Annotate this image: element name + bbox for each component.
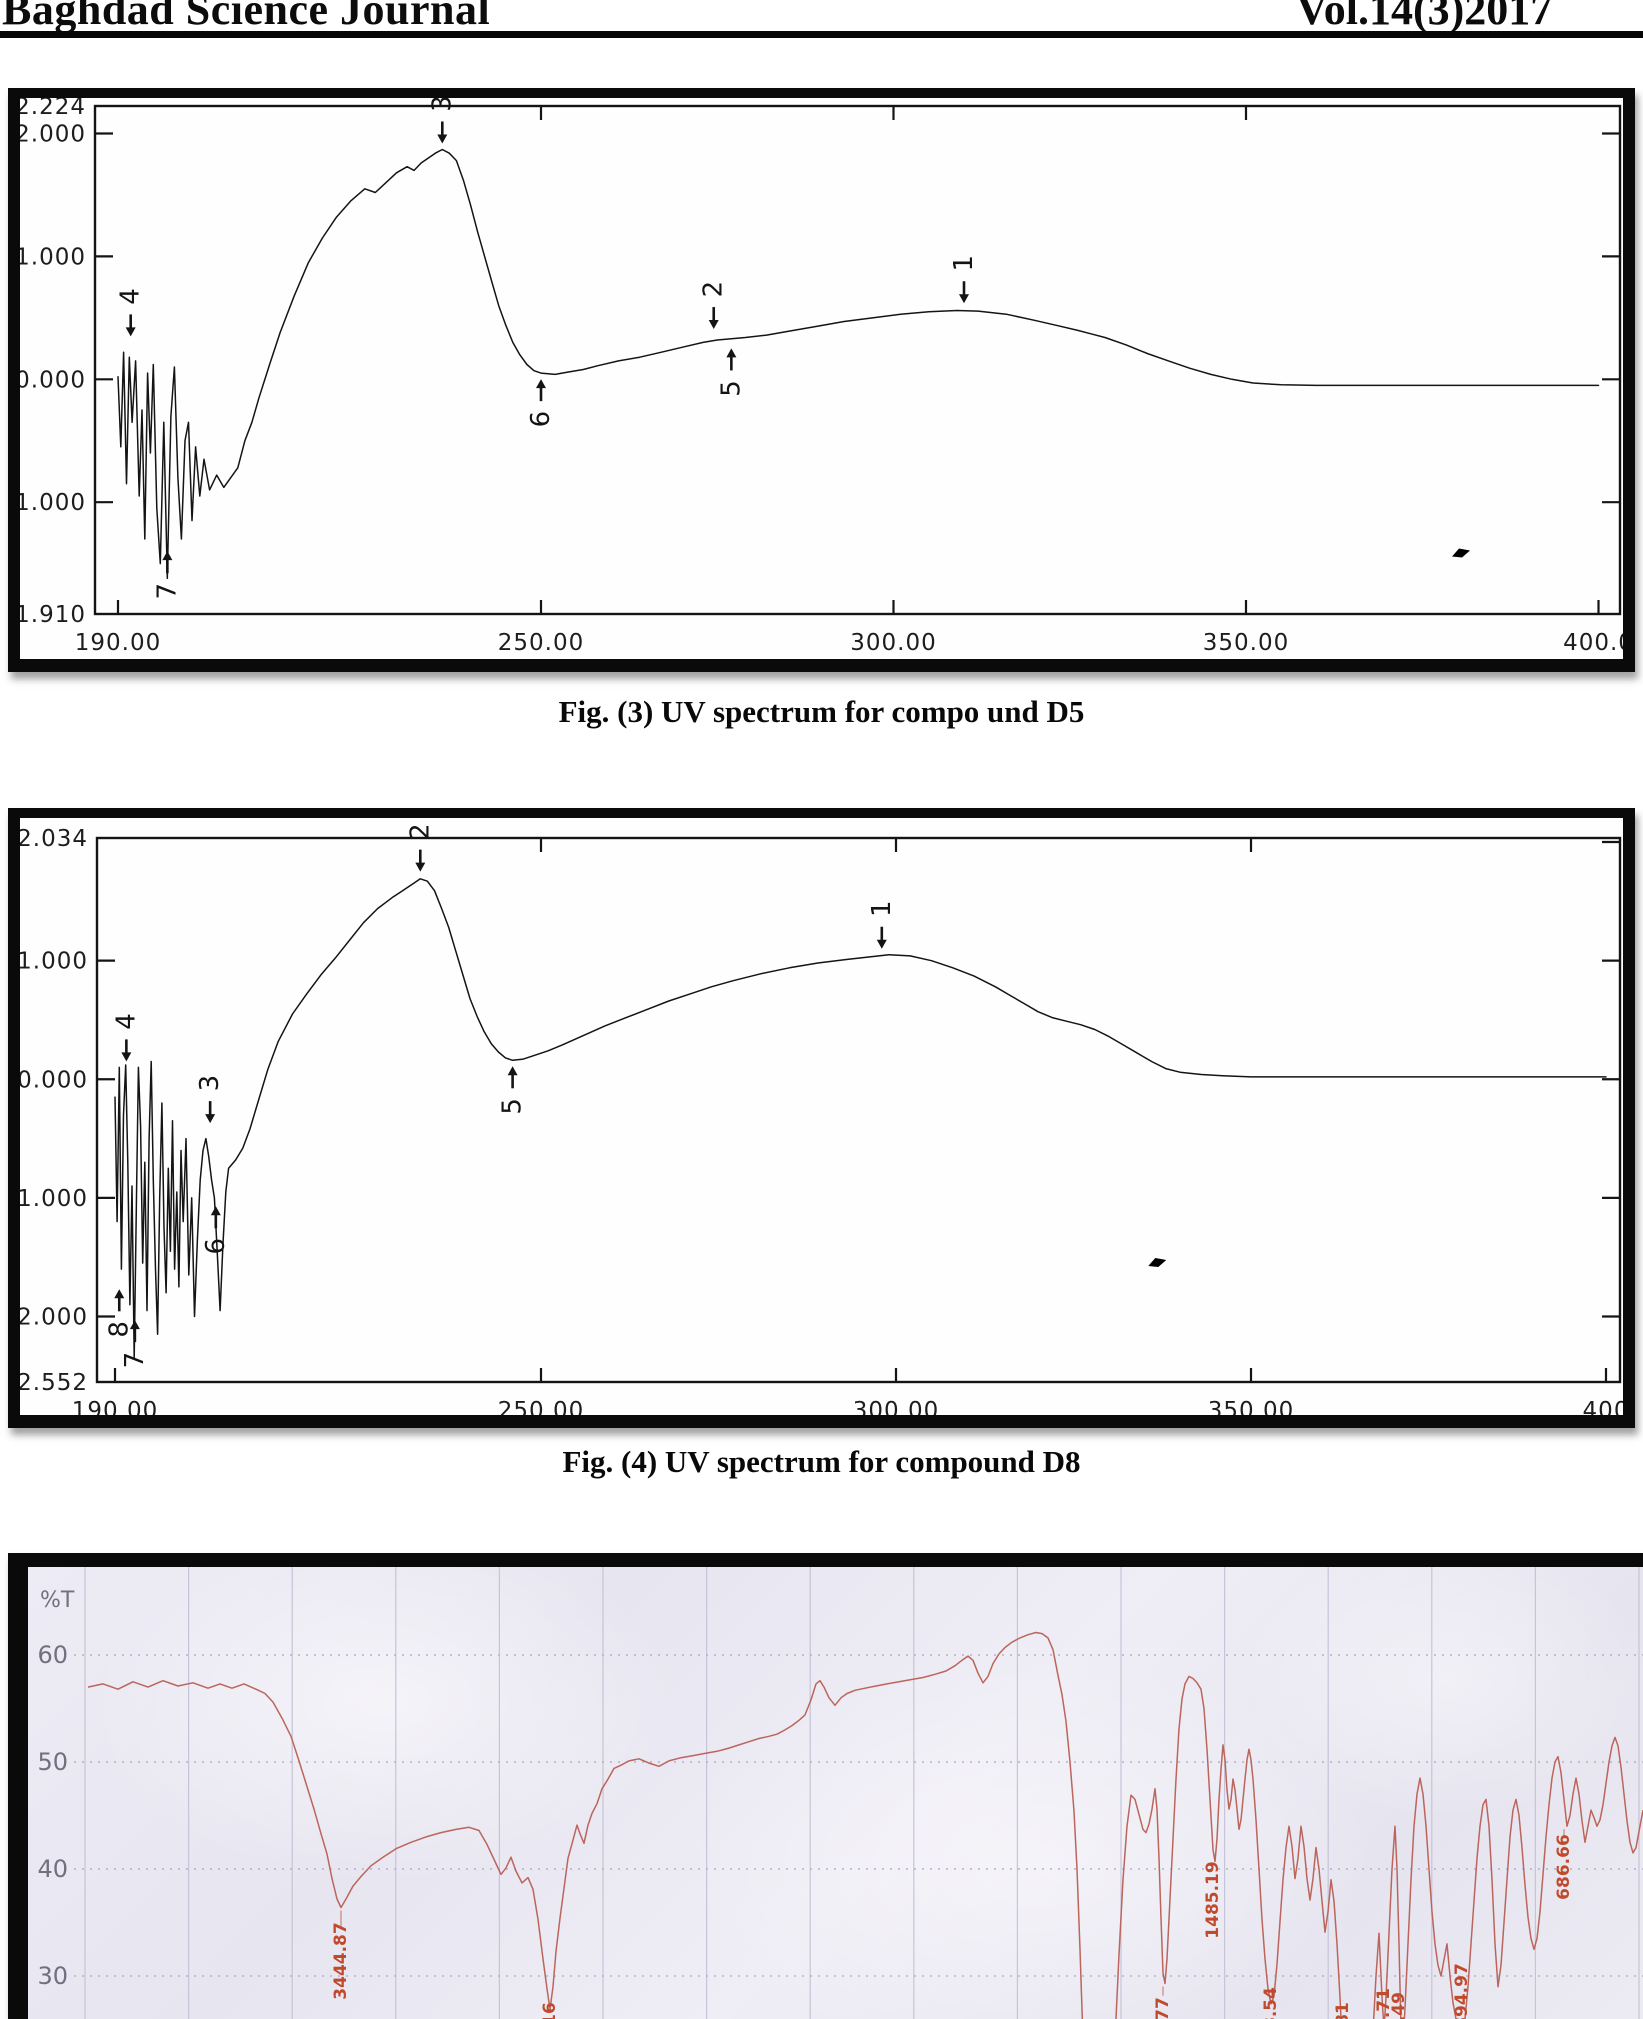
svg-text:2.224: 2.224 [20, 98, 86, 120]
svg-text:1.910: 1.910 [20, 602, 86, 628]
uv_spectrum_compound_D5-ticks [95, 106, 1620, 614]
ir-gridlines [74, 1567, 1643, 2019]
svg-text:-2.552: -2.552 [20, 1370, 88, 1396]
svg-text:7: 7 [120, 1352, 150, 1369]
svg-text:1: 1 [867, 900, 897, 917]
svg-text:300.00: 300.00 [850, 630, 936, 656]
svg-text:6: 6 [526, 411, 556, 428]
svg-text:1.71: 1.71 [1374, 1988, 1394, 2019]
svg-text:30: 30 [37, 1962, 68, 1990]
svg-text:1.000: 1.000 [20, 244, 86, 270]
ir-chart: 60 50 40 30 %T 3444.87 16 77 1485.19 8.54 81 1.710.… [37, 1567, 1643, 2019]
uv_spectrum_compound_D8-x-tick-labels: 190.00 250.00 300.00 350.00 400 [72, 1398, 1623, 1415]
svg-text:0.000: 0.000 [20, 367, 86, 393]
ir-peak-labels: 3444.87 16 77 1485.19 8.54 81 1.710.49 894.97 68… [331, 1829, 1574, 2019]
svg-text:350.00: 350.00 [1208, 1398, 1294, 1415]
svg-text:16: 16 [540, 2002, 560, 2019]
svg-text:81: 81 [1333, 2002, 1353, 2019]
uv_spectrum_compound_D8-ticks [97, 838, 1620, 1382]
caption-fig3: Fig. (3) UV spectrum for compo und D5 [558, 694, 1085, 729]
svg-text:250.00: 250.00 [498, 1398, 584, 1415]
uv_spectrum_compound_D8-y-tick-labels: 2.034 1.000 0.000 -1.000 -2.000 -2.552 [20, 826, 88, 1396]
svg-text:6: 6 [201, 1238, 231, 1255]
uv_spectrum_compound_D5-x-tick-labels: 190.00 250.00 300.00 350.00 400.0 [75, 630, 1623, 656]
svg-text:190.00: 190.00 [72, 1398, 158, 1415]
svg-text:8.54: 8.54 [1261, 1987, 1281, 2019]
svg-text:5: 5 [716, 380, 746, 397]
svg-text:-1.000: -1.000 [20, 1186, 88, 1212]
svg-text:1.000: 1.000 [20, 490, 86, 516]
svg-text:60: 60 [37, 1641, 68, 1669]
uv-d8-plot-area: 190.00 250.00 300.00 350.00 400 2.034 1.000 0.0… [20, 818, 1623, 1415]
uv_spectrum_compound_D5-ink-blob [1452, 548, 1471, 558]
svg-text:686.66: 686.66 [1554, 1834, 1574, 1900]
figure-ir-spectrum: 60 50 40 30 %T 3444.87 16 77 1485.19 8.54 81 1.71 0.… [8, 1553, 1643, 2019]
svg-text:77: 77 [1153, 1997, 1173, 2019]
svg-text:894.97: 894.97 [1452, 1963, 1472, 2019]
svg-text:400.0: 400.0 [1563, 630, 1623, 656]
svg-text:0.49: 0.49 [1389, 1992, 1409, 2019]
svg-text:%T: %T [40, 1588, 75, 1613]
svg-text:350.00: 350.00 [1203, 630, 1289, 656]
svg-text:40: 40 [37, 1855, 68, 1883]
ir-plot-area: 60 50 40 30 %T 3444.87 16 77 1485.19 8.54 81 1.71 0.… [28, 1567, 1643, 2019]
svg-text:2: 2 [699, 281, 729, 298]
uv_spectrum_compound_D5-axes [93, 104, 1622, 616]
svg-text:400: 400 [1583, 1398, 1623, 1415]
header-rule [0, 31, 1643, 38]
figure-uv-spectrum-d8: 190.00 250.00 300.00 350.00 400 2.034 1.000 0.0… [8, 808, 1635, 1428]
uv_spectrum_compound_D8-ink-blob [1148, 1257, 1167, 1267]
svg-text:1: 1 [949, 255, 979, 272]
svg-text:7: 7 [152, 583, 182, 600]
svg-text:1485.19: 1485.19 [1203, 1861, 1223, 1938]
svg-text:50: 50 [37, 1748, 68, 1776]
svg-text:4: 4 [116, 288, 146, 305]
ir-y-tick-labels: 60 50 40 30 [37, 1641, 68, 1990]
caption-fig4: Fig. (4) UV spectrum for compound D8 [562, 1444, 1081, 1479]
journal-title: Baghdad Science Journal [2, 0, 491, 34]
svg-text:8: 8 [104, 1321, 134, 1338]
uv_spectrum_compound_D5-curve [117, 148, 1600, 580]
ir-y-axis-label: %T [40, 1588, 75, 1613]
svg-text:1.000: 1.000 [20, 949, 88, 975]
uv_spectrum_compound_D8-peak-annotations: 4 3 8 6 7 2 5 1 [104, 823, 897, 1368]
ir-curve [87, 1631, 1643, 2019]
svg-text:2: 2 [405, 823, 435, 840]
uv-d8-chart: 190.00 250.00 300.00 350.00 400 2.034 1.000 0.0… [20, 823, 1623, 1415]
uv_spectrum_compound_D8-curve [114, 878, 1607, 1359]
svg-text:3: 3 [195, 1075, 225, 1092]
svg-text:4: 4 [111, 1013, 141, 1030]
svg-text:2.034: 2.034 [20, 826, 88, 852]
svg-text:2.000: 2.000 [20, 122, 86, 148]
svg-text:300.00: 300.00 [853, 1398, 939, 1415]
svg-text:5: 5 [498, 1098, 528, 1115]
uv_spectrum_compound_D5-peak-annotations: 4 7 3 6 2 5 1 [116, 98, 979, 599]
uv_spectrum_compound_D8-axes [95, 836, 1622, 1384]
volume-label: Vol.14(3)2017 [1296, 0, 1553, 34]
svg-text:250.00: 250.00 [498, 630, 584, 656]
svg-text:3: 3 [427, 98, 457, 112]
svg-text:-2.000: -2.000 [20, 1305, 88, 1331]
svg-text:190.00: 190.00 [75, 630, 161, 656]
svg-text:0.000: 0.000 [20, 1067, 88, 1093]
svg-text:3444.87: 3444.87 [331, 1922, 351, 1999]
